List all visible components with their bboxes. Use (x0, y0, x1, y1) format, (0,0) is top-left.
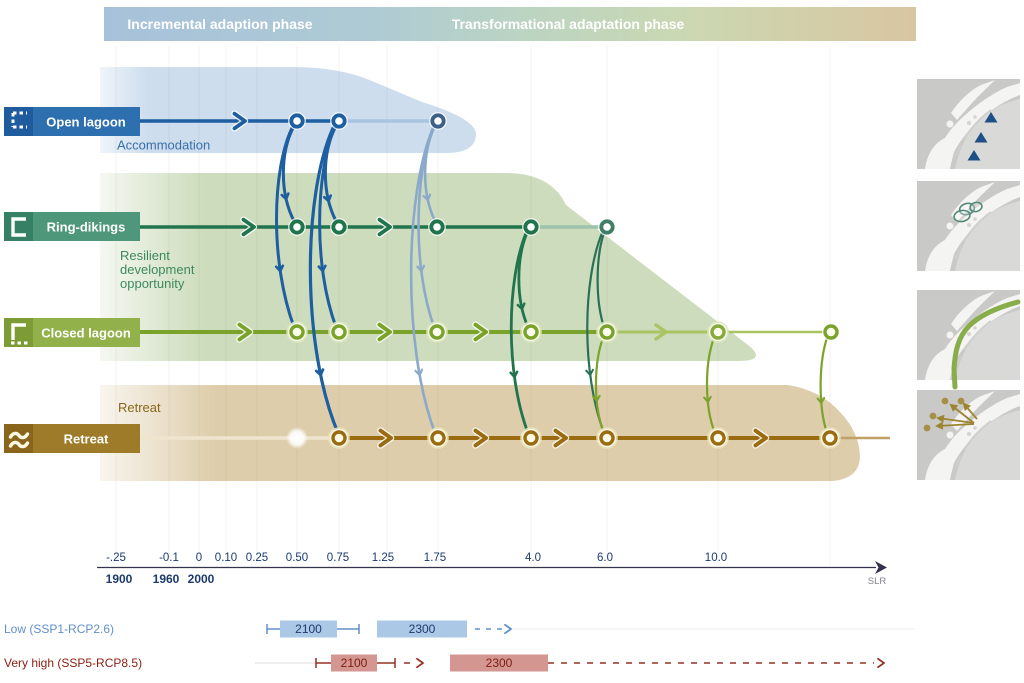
svg-text:Transformational adaptation ph: Transformational adaptation phase (452, 16, 685, 32)
svg-text:Retreat: Retreat (64, 432, 109, 447)
svg-text:Retreat: Retreat (118, 400, 161, 415)
svg-text:10.0: 10.0 (705, 552, 727, 564)
svg-text:Closed lagoon: Closed lagoon (41, 326, 131, 341)
svg-text:0.25: 0.25 (246, 552, 268, 564)
svg-text:2100: 2100 (341, 656, 368, 670)
svg-text:0.50: 0.50 (286, 552, 308, 564)
svg-text:1900: 1900 (106, 572, 133, 586)
svg-text:Resilient: Resilient (120, 248, 170, 263)
svg-text:-.25: -.25 (106, 552, 126, 564)
svg-text:0.75: 0.75 (327, 552, 349, 564)
svg-text:0.10: 0.10 (215, 552, 237, 564)
svg-text:2000: 2000 (188, 572, 215, 586)
svg-text:opportunity: opportunity (120, 276, 185, 291)
svg-text:0: 0 (196, 552, 202, 564)
svg-text:1960: 1960 (153, 572, 180, 586)
svg-text:SLR: SLR (868, 576, 887, 587)
svg-text:4.0: 4.0 (525, 552, 541, 564)
svg-text:Ring-dikings: Ring-dikings (47, 220, 126, 235)
svg-text:1.75: 1.75 (424, 552, 446, 564)
svg-text:1.25: 1.25 (372, 552, 394, 564)
svg-text:2100: 2100 (295, 622, 322, 636)
svg-text:Accommodation: Accommodation (117, 138, 210, 153)
svg-text:development: development (120, 262, 195, 277)
svg-text:6.0: 6.0 (597, 552, 613, 564)
svg-text:2300: 2300 (486, 656, 513, 670)
svg-text:Open lagoon: Open lagoon (46, 115, 126, 130)
svg-text:Low (SSP1-RCP2.6): Low (SSP1-RCP2.6) (4, 622, 114, 636)
svg-text:2300: 2300 (409, 622, 436, 636)
svg-text:Very high (SSP5-RCP8.5): Very high (SSP5-RCP8.5) (4, 656, 142, 670)
svg-text:Incremental adaption phase: Incremental adaption phase (127, 16, 312, 32)
svg-text:-0.1: -0.1 (159, 552, 179, 564)
